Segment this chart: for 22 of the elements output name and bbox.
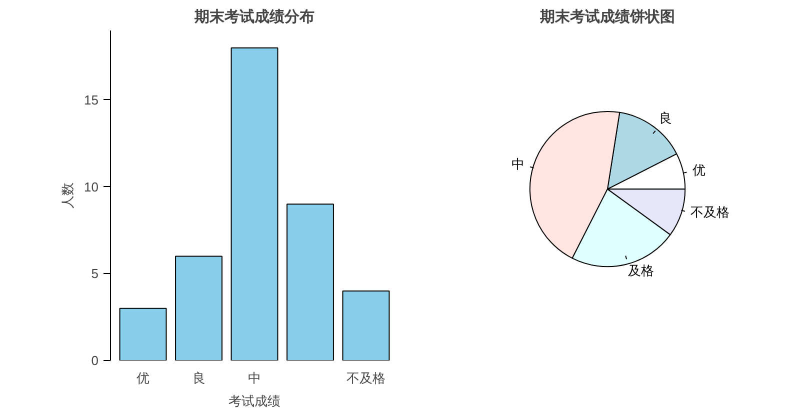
x-tick-label: 良 (192, 372, 206, 386)
bar (286, 204, 334, 360)
slice-label: 不及格 (690, 205, 730, 220)
y-axis-title: 人数 (61, 182, 76, 208)
bar (342, 290, 390, 360)
x-tick-label: 中 (248, 372, 261, 386)
x-axis-title: 考试成绩 (228, 394, 280, 410)
bar (175, 256, 222, 360)
chart-title: 期末考试成绩分布 (194, 8, 314, 26)
bar (230, 47, 278, 360)
y-tick-label: 15 (84, 92, 99, 108)
x-tick-label: 不及格 (346, 372, 386, 386)
slice-label: 及格 (628, 264, 654, 280)
chart-title: 期末考试成绩饼状图 (539, 8, 675, 26)
y-tick-label: 5 (91, 266, 99, 282)
slice-label: 优 (692, 164, 706, 179)
bar (119, 308, 167, 360)
x-tick-label: 优 (136, 372, 150, 386)
y-tick-label: 0 (91, 353, 99, 368)
slice-label: 中 (511, 158, 524, 173)
slice-label: 良 (658, 112, 672, 127)
y-tick-label: 10 (84, 179, 99, 194)
